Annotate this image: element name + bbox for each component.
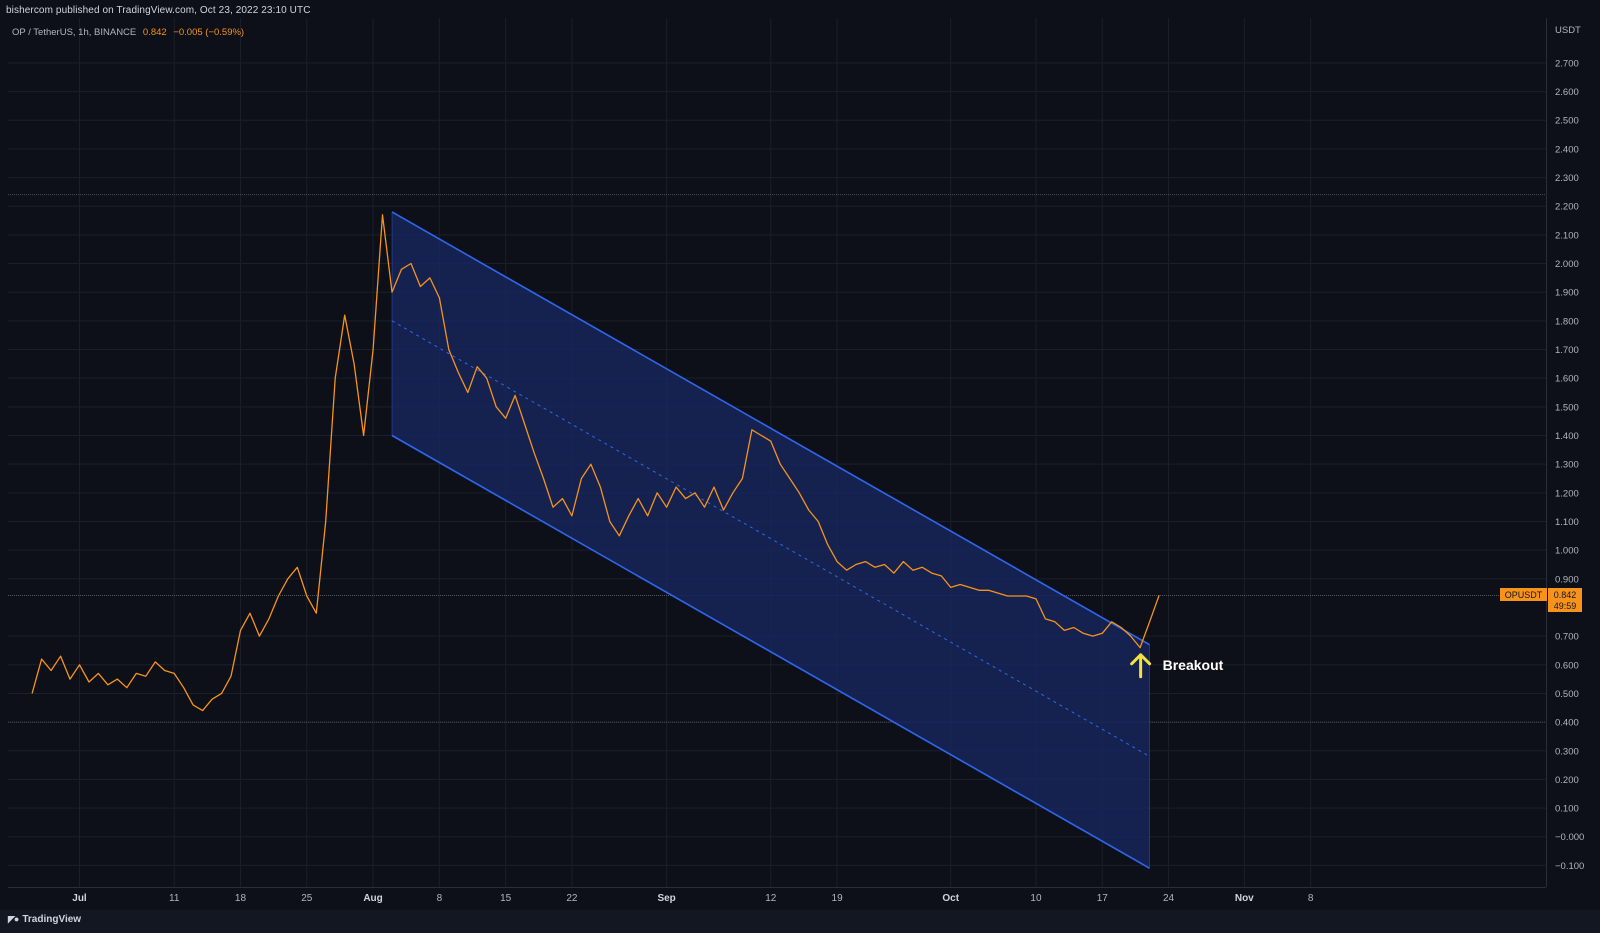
y-axis-tick-label: 0.300 xyxy=(1555,746,1579,757)
x-axis-tick-label: Nov xyxy=(1235,893,1254,904)
y-axis-tick-label: 0.600 xyxy=(1555,660,1579,671)
publish-info: bishercom published on TradingView.com, … xyxy=(6,5,311,16)
x-axis-tick-label: 22 xyxy=(566,893,578,904)
footer-bar: ◤● TradingView xyxy=(0,910,1600,933)
symbol-legend[interactable]: OP / TetherUS, 1h, BINANCE 0.842 −0.005 … xyxy=(12,27,244,38)
y-axis-tick-label: 2.200 xyxy=(1555,202,1579,213)
price-tag-countdown: 49:59 xyxy=(1554,601,1577,611)
breakout-annotation[interactable]: Breakout xyxy=(1130,653,1224,679)
x-axis-tick-label: 10 xyxy=(1030,893,1042,904)
tradingview-logo-icon: ◤● xyxy=(8,914,19,924)
y-axis-tick-label: 2.300 xyxy=(1555,173,1579,184)
y-axis-tick-label: 1.100 xyxy=(1555,517,1579,528)
breakout-label: Breakout xyxy=(1163,657,1224,673)
y-axis-tick-label: 2.100 xyxy=(1555,230,1579,241)
x-axis-tick-label: 18 xyxy=(235,893,247,904)
channel-median-line xyxy=(391,320,1150,757)
channel-lower-line xyxy=(391,434,1151,869)
y-axis-tick-label: 1.500 xyxy=(1555,402,1579,413)
x-axis-tick-label: 19 xyxy=(832,893,844,904)
y-axis-tick-label: 1.900 xyxy=(1555,288,1579,299)
y-axis-tick-label: 1.700 xyxy=(1555,345,1579,356)
channel-fill xyxy=(392,211,1150,869)
x-axis-tick-label: 12 xyxy=(765,893,777,904)
last-price: 0.842 xyxy=(142,27,167,38)
x-axis-tick-label: 15 xyxy=(500,893,512,904)
price-tag: OPUSDT 0.842 49:59 xyxy=(1500,588,1582,612)
price-chart[interactable]: Breakout USDT 2.7002.6002.5002.4002.3002… xyxy=(0,0,1600,910)
x-axis-tick-label: 11 xyxy=(169,893,180,904)
x-axis-tick-label: 17 xyxy=(1097,893,1109,904)
y-axis-tick-label: 0.200 xyxy=(1555,775,1579,786)
y-axis-tick-label: 0.700 xyxy=(1555,632,1579,643)
y-axis-tick-label: 2.600 xyxy=(1555,87,1579,98)
y-axis-tick-label: 1.800 xyxy=(1555,316,1579,327)
symbol-name: OP / TetherUS, 1h, BINANCE xyxy=(12,27,137,38)
y-axis-tick-label: 2.400 xyxy=(1555,144,1579,155)
regression-channel[interactable] xyxy=(391,211,1151,869)
y-axis-tick-label: 1.000 xyxy=(1555,546,1579,557)
x-axis-tick-label: Aug xyxy=(363,893,382,904)
x-axis-tick-label: 25 xyxy=(301,893,313,904)
x-axis-tick-label: Jul xyxy=(72,893,87,904)
tradingview-brand: TradingView xyxy=(22,914,82,925)
x-axis-tick-label: 24 xyxy=(1163,893,1175,904)
grid xyxy=(8,18,1546,887)
y-axis-tick-label: 1.300 xyxy=(1555,460,1579,471)
y-axis-tick-label: 0.100 xyxy=(1555,804,1579,815)
x-axis-tick-label: 8 xyxy=(437,893,443,904)
price-tag-value: 0.842 xyxy=(1554,590,1577,600)
y-axis-tick-label: 0.500 xyxy=(1555,689,1579,700)
y-axis-tick-label: 0.400 xyxy=(1555,718,1579,729)
y-axis[interactable]: 2.700 2.600 2.500 2.400 2.300 2.200 2.100 2.000… xyxy=(1555,58,1584,871)
x-axis-tick-label: Sep xyxy=(657,893,675,904)
price-line xyxy=(31,214,1160,712)
x-axis-tick-label: 8 xyxy=(1308,893,1314,904)
ticker-tag-box xyxy=(1500,588,1547,601)
up-arrow-icon xyxy=(1130,653,1152,679)
y-axis-tick-label: 0.900 xyxy=(1555,574,1579,585)
y-axis-tick-label: −0.000 xyxy=(1555,832,1584,843)
y-axis-tick-label: −0.100 xyxy=(1555,861,1584,872)
y-axis-tick-label: 2.700 xyxy=(1555,58,1579,69)
x-axis-tick-label: Oct xyxy=(942,893,959,904)
y-axis-tick-label: 2.500 xyxy=(1555,116,1579,127)
price-change: −0.005 (−0.59%) xyxy=(173,27,245,38)
ticker-tag-label: OPUSDT xyxy=(1505,590,1543,600)
y-axis-unit: USDT xyxy=(1555,25,1581,36)
y-axis-tick-label: 1.200 xyxy=(1555,488,1579,499)
y-axis-tick-label: 1.600 xyxy=(1555,374,1579,385)
channel-upper-line xyxy=(391,211,1151,646)
x-axis[interactable]: Jul 11 18 25 Aug 8 15 22 Sep 12 19 Oct 10 17 24 Nov 8 xyxy=(72,893,1314,904)
y-axis-tick-label: 2.000 xyxy=(1555,259,1579,270)
y-axis-tick-label: 1.400 xyxy=(1555,431,1579,442)
tradingview-logo[interactable]: ◤● TradingView xyxy=(8,914,81,925)
price-tag-box xyxy=(1548,588,1582,612)
